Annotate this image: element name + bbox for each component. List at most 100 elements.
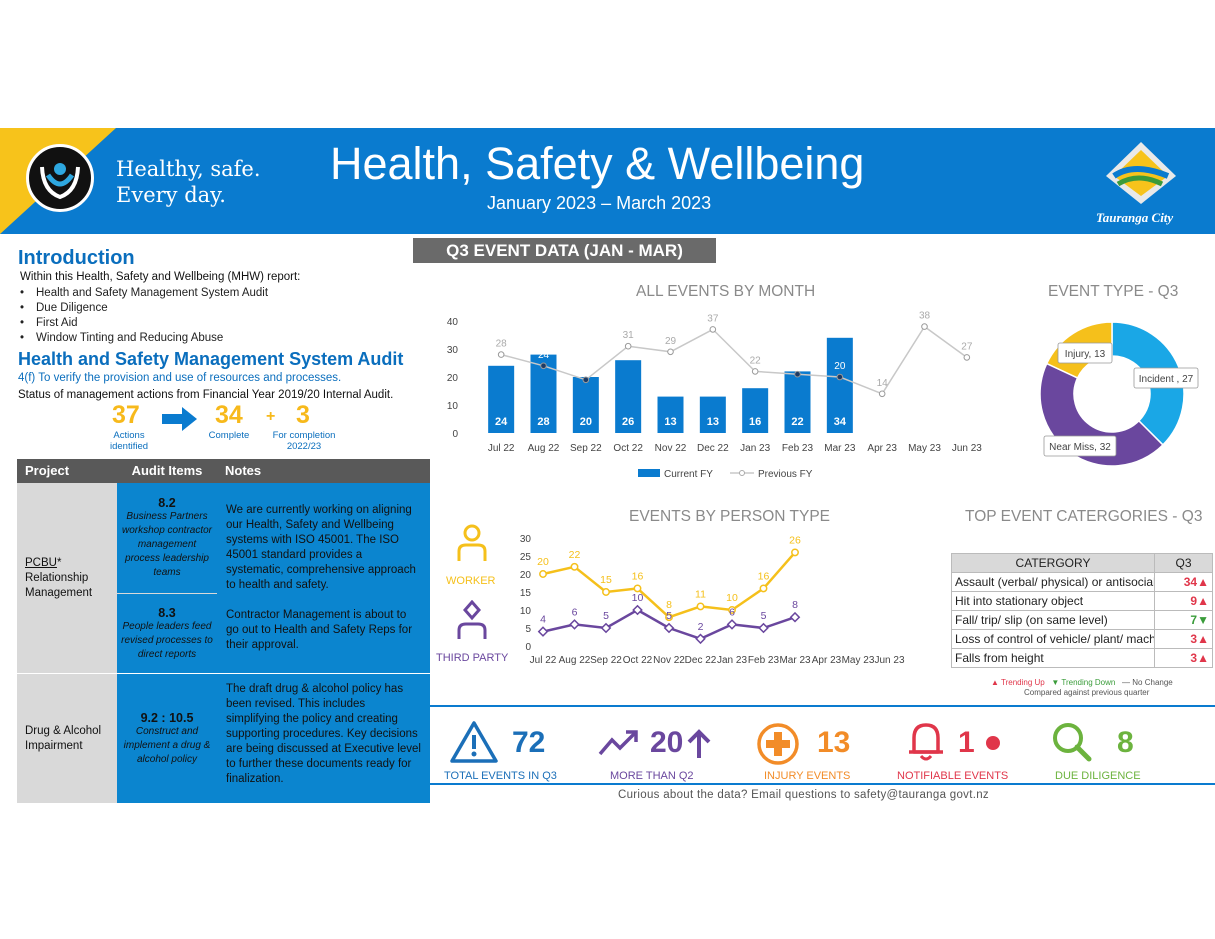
city-name: Tauranga City xyxy=(1096,210,1174,225)
worker-data-label: 26 xyxy=(789,534,801,546)
legend-label: Current FY xyxy=(664,469,713,480)
previous-fy-data-label: 19 xyxy=(580,364,592,375)
y-tick-label: 20 xyxy=(447,373,459,384)
previous-fy-data-label: 31 xyxy=(623,330,635,341)
bar xyxy=(572,377,599,433)
kpi-injury-events: 13 xyxy=(817,726,851,759)
audit-item-desc: Construct and implement a drug & alcohol… xyxy=(123,725,211,765)
previous-fy-data-label: 29 xyxy=(665,336,677,347)
table-row: Fall/ trip/ slip (on same level) 7▼ xyxy=(951,610,1213,630)
previous-fy-point xyxy=(921,323,928,330)
bar-data-label: 24 xyxy=(495,416,508,428)
worker-data-label: 16 xyxy=(758,570,770,582)
x-tick-label: Jul 22 xyxy=(488,443,515,454)
row-divider xyxy=(17,673,430,674)
no-change-dot-icon xyxy=(986,736,1000,750)
y-tick-label: 15 xyxy=(520,588,532,599)
worker-point xyxy=(728,606,736,614)
complete-label: Complete xyxy=(208,430,250,441)
intro-lead: Within this Health, Safety and Wellbeing… xyxy=(20,271,301,283)
wellbeing-logo-icon xyxy=(26,144,94,212)
project-name: * Relationship Management xyxy=(25,556,93,599)
x-tick-label: Oct 22 xyxy=(623,655,653,666)
x-tick-label: Dec 22 xyxy=(685,655,717,666)
category-name: Fall/ trip/ slip (on same level) xyxy=(951,610,1155,630)
x-tick-label: Jul 22 xyxy=(530,655,557,666)
worker-data-label: 8 xyxy=(666,599,672,611)
third-party-data-label: 5 xyxy=(666,610,672,622)
kpi-notifiable-events-label: NOTIFIABLE EVENTS xyxy=(897,770,1009,782)
worker-point xyxy=(665,613,673,622)
kpi-more-than-q2: 20 xyxy=(650,726,684,759)
trend-down-icon: ▼ xyxy=(1197,613,1209,627)
bar-data-label: 13 xyxy=(707,416,719,428)
third-party-data-label: 6 xyxy=(729,606,735,618)
category-value: 3 xyxy=(1190,632,1198,646)
trend-up-icon: ▲ xyxy=(1197,632,1209,646)
third-party-data-label: 8 xyxy=(792,599,798,611)
donut-label: Incident , 27 xyxy=(1139,374,1194,385)
q3-banner: Q3 EVENT DATA (JAN - MAR) xyxy=(413,238,716,263)
bell-icon xyxy=(906,720,946,767)
third-party-point xyxy=(632,604,643,616)
bar xyxy=(657,396,684,433)
table-row: Falls from height 3▲ xyxy=(951,648,1213,668)
chart-title-person-type: EVENTS BY PERSON TYPE xyxy=(629,508,830,525)
category-value: 3 xyxy=(1190,651,1198,665)
x-tick-label: Apr 23 xyxy=(812,655,842,666)
legend-marker-previous xyxy=(739,470,745,476)
audit-item-desc: Business Partners workshop contractor ma… xyxy=(121,511,213,578)
bar-data-label: 34 xyxy=(834,416,847,428)
worker-data-label: 11 xyxy=(695,588,706,600)
previous-fy-point xyxy=(794,370,801,378)
note-text: Contractor Management is about to go out… xyxy=(226,609,413,651)
previous-fy-point xyxy=(540,362,547,370)
table-row: Loss of control of vehicle/ plant/ machi… xyxy=(951,629,1213,649)
audit-status: Status of management actions from Financ… xyxy=(18,389,394,401)
kpi-divider-bottom xyxy=(430,783,1215,785)
x-tick-label: Sep 22 xyxy=(590,655,622,666)
y-tick-label: 25 xyxy=(520,552,532,563)
x-tick-label: Jan 23 xyxy=(717,655,747,666)
trend-up-icon xyxy=(598,726,640,763)
category-value-cell: 3▲ xyxy=(1154,629,1213,649)
previous-fy-point xyxy=(582,376,590,384)
x-tick-label: Oct 22 xyxy=(613,443,643,454)
third-party-data-label: 4 xyxy=(540,614,546,626)
bar-data-label: 28 xyxy=(537,416,549,428)
intro-list: Health and Safety Management System Audi… xyxy=(18,286,398,346)
previous-fy-data-label: 14 xyxy=(877,378,889,389)
audit-item-desc: People leaders feed revised processes to… xyxy=(121,620,213,660)
x-tick-label: Jun 23 xyxy=(874,655,904,666)
third-party-point xyxy=(758,622,769,634)
worker-point xyxy=(539,570,547,578)
bar xyxy=(488,365,515,433)
worker-icon xyxy=(456,524,488,567)
kpi-due-diligence: 8 xyxy=(1117,726,1134,759)
category-name: Assault (verbal/ physical) or antisocial xyxy=(951,572,1155,592)
audit-clause: 4(f) To verify the provision and use of … xyxy=(18,372,342,384)
third-party-point xyxy=(569,619,580,630)
table-row-project: PCBU* Relationship Management xyxy=(17,483,117,673)
arrow-up-icon xyxy=(686,728,712,765)
table-row-project: Drug & Alcohol Impairment xyxy=(17,674,117,803)
category-value-cell: 34▲ xyxy=(1154,572,1213,592)
previous-fy-point xyxy=(497,351,505,358)
legend-none: No Change xyxy=(1132,678,1173,687)
pcbu-link[interactable]: PCBU xyxy=(25,556,57,569)
y-tick-label: 30 xyxy=(447,345,459,356)
first-aid-icon xyxy=(756,722,800,771)
y-tick-label: 30 xyxy=(520,534,532,545)
x-tick-label: Jan 23 xyxy=(740,443,770,454)
worker-point xyxy=(791,548,799,557)
previous-fy-point xyxy=(709,326,717,333)
intro-heading: Introduction xyxy=(18,247,135,269)
city-logo-icon xyxy=(1104,140,1178,211)
plus-sign: + xyxy=(266,408,276,425)
actions-count: 37 xyxy=(112,401,140,429)
categories-title: TOP EVENT CATERGORIES - Q3 xyxy=(965,508,1203,525)
previous-fy-point xyxy=(963,354,971,361)
y-tick-label: 0 xyxy=(525,642,531,653)
worker-point xyxy=(759,584,768,593)
third-party-data-label: 5 xyxy=(603,610,609,622)
